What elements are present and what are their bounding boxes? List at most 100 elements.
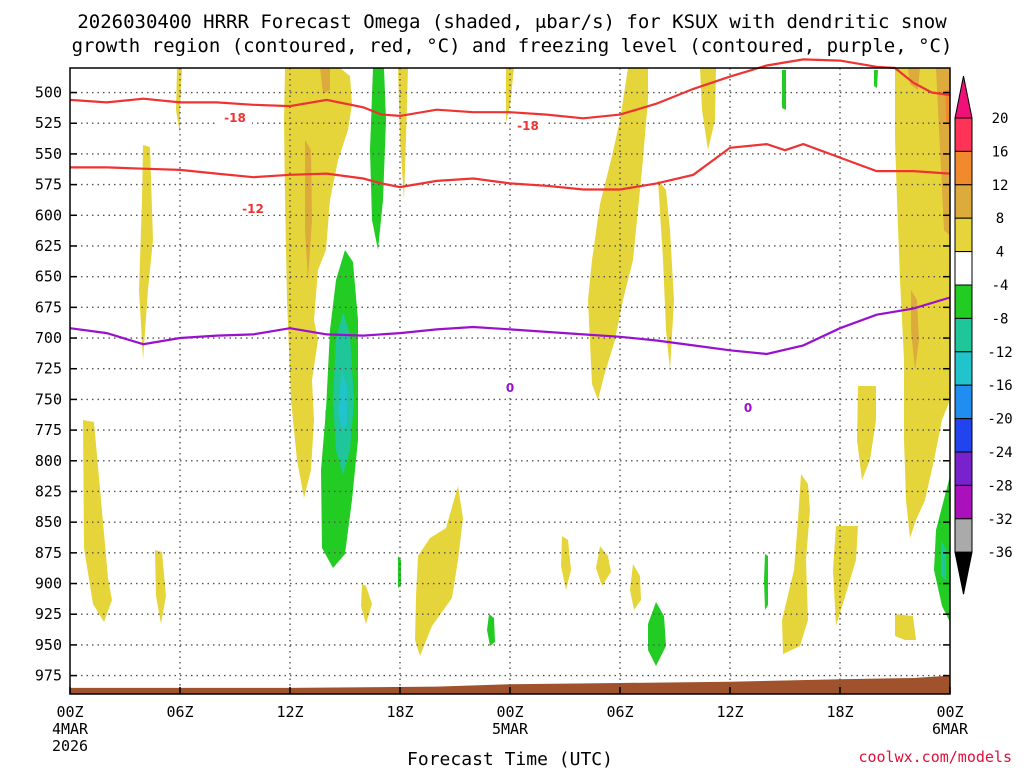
colorbar-label: -32 <box>987 512 1012 528</box>
colorbar-under-arrow <box>954 551 973 595</box>
y-tick-label: 925 <box>35 605 62 623</box>
omega-positive-region <box>588 68 648 400</box>
y-tick-label: 675 <box>35 298 62 316</box>
x-tick-label: 00Z <box>56 703 83 721</box>
omega-positive-region <box>596 546 611 586</box>
y-tick-label: 725 <box>35 360 62 378</box>
colorbar-bin <box>954 351 973 386</box>
colorbar-label: -12 <box>987 345 1012 361</box>
x-tick-date: 4MAR <box>52 720 89 738</box>
colorbar-label: 20 <box>992 111 1009 127</box>
omega-positive-region <box>415 486 463 656</box>
omega-negative-region <box>648 602 666 666</box>
y-axis: 500 525 550 575 600 625 650 675 700 725 750 775 800 8… <box>35 84 950 685</box>
omega-negative-region <box>782 70 786 110</box>
omega-positive-region <box>945 90 950 130</box>
contour-label-zero: 0 <box>506 381 514 395</box>
contour-label-zero: 0 <box>744 401 752 415</box>
colorbar-label: -36 <box>987 545 1012 561</box>
colorbar-bin <box>954 251 973 286</box>
colorbar-bin <box>954 317 973 353</box>
omega-positive-region <box>857 386 876 480</box>
isotherm-minus18-line <box>69 58 951 120</box>
x-tick-year: 2026 <box>52 737 88 755</box>
colorbar-bin <box>954 117 973 152</box>
colorbar-label: -28 <box>987 478 1012 494</box>
isotherm-minus12-line <box>70 142 951 191</box>
omega-positive-region <box>911 290 919 370</box>
x-tick-label: 12Z <box>716 703 743 721</box>
y-tick-label: 975 <box>35 667 62 685</box>
y-tick-label: 650 <box>35 268 62 286</box>
contour-label-minus12: -12 <box>242 202 264 216</box>
chart-title-line1: 2026030400 HRRR Forecast Omega (shaded, … <box>77 11 947 33</box>
colorbar-bin <box>954 184 973 219</box>
colorbar-label: -20 <box>987 412 1012 428</box>
omega-negative-region <box>941 540 946 580</box>
y-tick-label: 525 <box>35 114 62 132</box>
omega-negative-region <box>338 370 347 430</box>
colorbar-label: 16 <box>992 144 1009 160</box>
x-tick-label: 06Z <box>166 703 193 721</box>
omega-negative-region <box>370 68 386 250</box>
y-tick-label: 950 <box>35 636 62 654</box>
x-tick-date: 5MAR <box>492 720 529 738</box>
y-tick-label: 800 <box>35 452 62 470</box>
grid-lines <box>70 68 950 694</box>
omega-positive-region <box>361 584 372 624</box>
contour-label-minus18: -18 <box>517 119 539 133</box>
omega-negative-region <box>764 554 768 610</box>
colorbar-bin <box>954 150 973 186</box>
omega-positive-region <box>561 536 571 590</box>
omega-positive-region <box>895 68 950 538</box>
colorbar-label: 12 <box>992 178 1009 194</box>
omega-positive-region <box>139 145 153 360</box>
y-tick-label: 875 <box>35 544 62 562</box>
colorbar-label: -8 <box>992 311 1009 327</box>
omega-positive-region <box>320 68 330 94</box>
y-tick-label: 700 <box>35 329 62 347</box>
colorbar-bin <box>954 284 973 319</box>
omega-positive-region <box>700 68 716 150</box>
omega-shading-layer <box>83 68 950 666</box>
x-tick-label: 12Z <box>276 703 303 721</box>
omega-positive-region <box>83 420 112 622</box>
omega-positive-region <box>630 564 641 610</box>
omega-positive-region <box>155 550 166 624</box>
x-tick-label: 18Z <box>826 703 853 721</box>
colorbar-bin <box>954 451 973 486</box>
x-tick-label: 06Z <box>606 703 633 721</box>
y-tick-label: 600 <box>35 206 62 224</box>
omega-positive-region <box>833 526 858 626</box>
y-tick-label: 850 <box>35 513 62 531</box>
y-tick-label: 625 <box>35 237 62 255</box>
y-tick-label: 500 <box>35 84 62 102</box>
omega-positive-region <box>658 180 674 370</box>
y-tick-label: 775 <box>35 421 62 439</box>
colorbar: 20 16 12 8 4 -4 -8 -12 -16 -20 -24 -28 -32 -36 <box>954 75 1013 595</box>
colorbar-label: 4 <box>996 245 1004 261</box>
temperature-contours: -18 -18 -12 0 0 <box>69 58 951 415</box>
x-tick-label: 00Z <box>496 703 523 721</box>
omega-positive-region <box>506 68 514 122</box>
credit-text: coolwx.com/models <box>858 748 1012 766</box>
contour-label-minus18: -18 <box>224 111 246 125</box>
y-tick-label: 575 <box>35 176 62 194</box>
colorbar-label: -4 <box>992 278 1009 294</box>
colorbar-bin <box>954 484 973 520</box>
omega-negative-region <box>874 70 878 88</box>
colorbar-bin <box>954 384 973 420</box>
y-tick-label: 750 <box>35 390 62 408</box>
y-tick-label: 825 <box>35 482 62 500</box>
omega-negative-region <box>487 614 495 646</box>
x-axis-title: Forecast Time (UTC) <box>407 749 613 768</box>
y-tick-label: 550 <box>35 145 62 163</box>
omega-positive-region <box>782 474 810 654</box>
colorbar-bin <box>954 518 973 553</box>
colorbar-over-arrow <box>954 75 973 119</box>
colorbar-label: -16 <box>987 378 1012 394</box>
omega-positive-region <box>895 614 916 640</box>
x-tick-label: 00Z <box>936 703 963 721</box>
